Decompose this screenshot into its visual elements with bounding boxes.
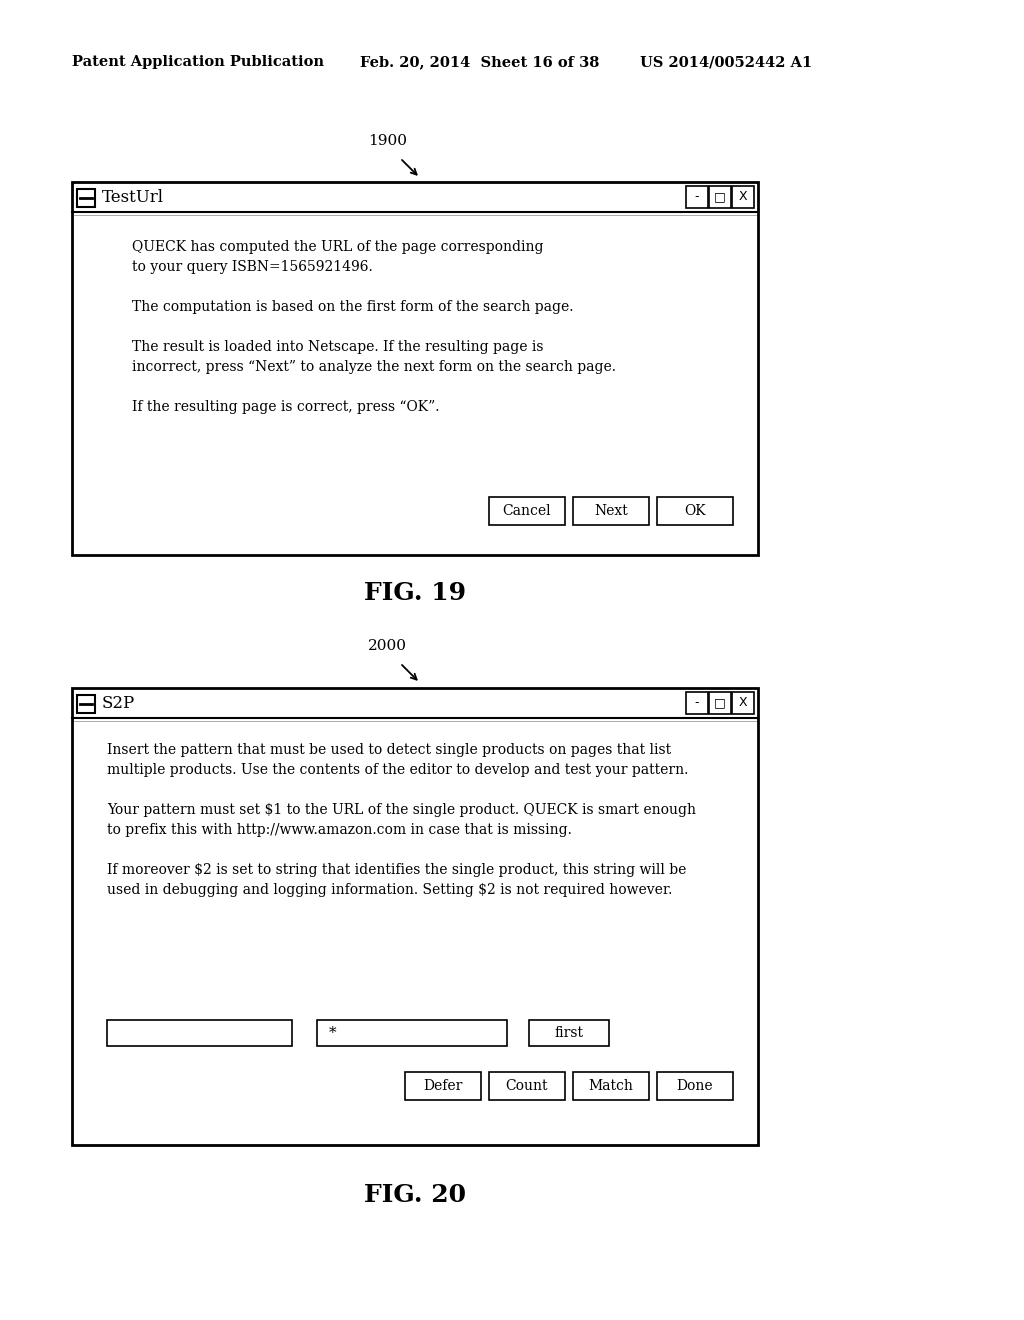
Text: QUECK has computed the URL of the page corresponding: QUECK has computed the URL of the page c… bbox=[132, 240, 544, 253]
Bar bbox=[732, 692, 754, 714]
Bar bbox=[317, 1020, 507, 1045]
Text: Insert the pattern that must be used to detect single products on pages that lis: Insert the pattern that must be used to … bbox=[106, 743, 671, 756]
Text: Done: Done bbox=[677, 1078, 714, 1093]
Text: TestUrl: TestUrl bbox=[102, 189, 164, 206]
Text: If the resulting page is correct, press “OK”.: If the resulting page is correct, press … bbox=[132, 400, 439, 414]
Bar bbox=[489, 498, 565, 525]
Text: -: - bbox=[694, 697, 699, 710]
Text: OK: OK bbox=[684, 504, 706, 517]
Text: US 2014/0052442 A1: US 2014/0052442 A1 bbox=[640, 55, 812, 69]
Bar bbox=[709, 692, 731, 714]
Text: first: first bbox=[555, 1026, 584, 1040]
Text: used in debugging and logging information. Setting $2 is not required however.: used in debugging and logging informatio… bbox=[106, 883, 673, 898]
Text: Defer: Defer bbox=[423, 1078, 463, 1093]
Text: Your pattern must set $1 to the URL of the single product. QUECK is smart enough: Your pattern must set $1 to the URL of t… bbox=[106, 803, 696, 817]
Text: to your query ISBN=1565921496.: to your query ISBN=1565921496. bbox=[132, 260, 373, 275]
Bar bbox=[686, 186, 708, 209]
Text: S2P: S2P bbox=[102, 694, 135, 711]
Bar bbox=[489, 1072, 565, 1100]
Bar bbox=[106, 1020, 292, 1045]
Text: Count: Count bbox=[506, 1078, 548, 1093]
Bar bbox=[573, 1072, 649, 1100]
Text: 2000: 2000 bbox=[368, 639, 407, 653]
Text: Feb. 20, 2014  Sheet 16 of 38: Feb. 20, 2014 Sheet 16 of 38 bbox=[360, 55, 599, 69]
Text: Next: Next bbox=[594, 504, 628, 517]
Text: multiple products. Use the contents of the editor to develop and test your patte: multiple products. Use the contents of t… bbox=[106, 763, 688, 777]
Bar bbox=[77, 696, 95, 713]
Text: Match: Match bbox=[589, 1078, 634, 1093]
Text: FIG. 19: FIG. 19 bbox=[364, 581, 466, 605]
Text: □: □ bbox=[714, 697, 726, 710]
Text: If moreover $2 is set to string that identifies the single product, this string : If moreover $2 is set to string that ide… bbox=[106, 863, 686, 876]
Bar bbox=[77, 189, 95, 207]
Text: The computation is based on the first form of the search page.: The computation is based on the first fo… bbox=[132, 300, 573, 314]
Bar bbox=[72, 688, 758, 1144]
Text: 1900: 1900 bbox=[368, 135, 407, 148]
Text: X: X bbox=[738, 190, 748, 203]
Bar bbox=[686, 692, 708, 714]
Text: □: □ bbox=[714, 190, 726, 203]
Bar bbox=[657, 1072, 733, 1100]
Bar bbox=[573, 498, 649, 525]
Text: *: * bbox=[329, 1026, 337, 1040]
Text: X: X bbox=[738, 697, 748, 710]
Bar bbox=[732, 186, 754, 209]
Text: to prefix this with http://www.amazon.com in case that is missing.: to prefix this with http://www.amazon.co… bbox=[106, 822, 571, 837]
Text: Patent Application Publication: Patent Application Publication bbox=[72, 55, 324, 69]
Text: The result is loaded into Netscape. If the resulting page is: The result is loaded into Netscape. If t… bbox=[132, 341, 544, 354]
Bar bbox=[529, 1020, 609, 1045]
Text: incorrect, press “Next” to analyze the next form on the search page.: incorrect, press “Next” to analyze the n… bbox=[132, 360, 616, 374]
Bar bbox=[709, 186, 731, 209]
Text: FIG. 20: FIG. 20 bbox=[364, 1183, 466, 1206]
Text: Cancel: Cancel bbox=[503, 504, 551, 517]
Bar bbox=[72, 182, 758, 554]
Bar bbox=[406, 1072, 481, 1100]
Bar bbox=[657, 498, 733, 525]
Text: -: - bbox=[694, 190, 699, 203]
